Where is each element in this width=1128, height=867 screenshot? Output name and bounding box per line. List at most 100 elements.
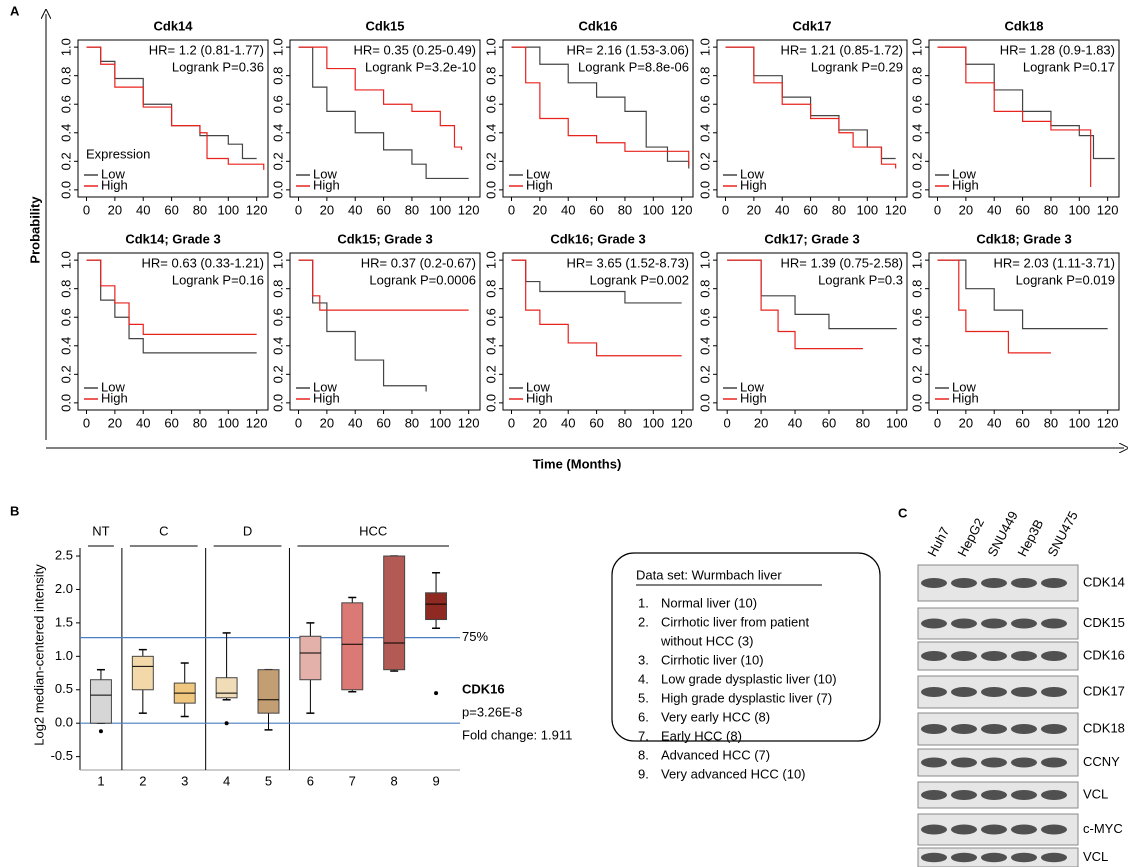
annotation: Logrank P=0.3 [818, 272, 903, 287]
y-tick-label: 0.4 [697, 124, 712, 142]
chart-title: Cdk15; Grade 3 [337, 231, 432, 246]
group-label: NT [92, 523, 109, 538]
y-tick-label: 0.4 [697, 337, 712, 355]
x-tick-label: 1 [97, 773, 104, 788]
blot-band [1011, 619, 1037, 629]
blot-band [981, 758, 1007, 768]
group-label: HCC [359, 523, 387, 538]
y-tick-label: 0.4 [483, 124, 498, 142]
x-tick-label: 6 [307, 773, 314, 788]
x-tick-label: 120 [671, 415, 693, 430]
x-tick-label: 80 [1044, 415, 1058, 430]
blot-band [951, 853, 977, 863]
annotation: HR= 3.65 (1.52-8.73) [567, 255, 689, 270]
y-tick-label: 0.6 [697, 95, 712, 113]
item-number: 3. [638, 652, 649, 667]
y-tick-label: 1.5 [55, 614, 73, 629]
y-tick-label: 0.6 [909, 95, 924, 113]
y-tick-label: 0.8 [483, 67, 498, 85]
y-tick-label: 1.0 [55, 648, 73, 663]
x-tick-label: 100 [642, 415, 664, 430]
blot-band [981, 853, 1007, 863]
x-tick-label: 120 [885, 202, 907, 217]
y-tick-label: 0.6 [270, 95, 285, 113]
x-tick-label: 100 [642, 202, 664, 217]
x-tick-label: 100 [217, 202, 239, 217]
blot-band [1011, 853, 1037, 863]
chart-title: Cdk14 [153, 18, 193, 33]
blot-band [921, 619, 947, 629]
y-tick-label: 1.0 [483, 38, 498, 56]
item-number: 8. [638, 747, 649, 762]
x-tick-label: 80 [1044, 202, 1058, 217]
item-text: Low grade dysplastic liver (10) [661, 671, 837, 686]
x-tick-label: 0 [83, 415, 90, 430]
x-tick-label: 60 [164, 415, 178, 430]
protein-label: VCL [1083, 849, 1108, 864]
blot-band [951, 651, 977, 661]
y-axis-label: Probability [27, 196, 42, 264]
x-tick-label: 120 [246, 202, 268, 217]
x-tick-label: 40 [348, 202, 362, 217]
blot-band [1011, 790, 1037, 800]
annotation: Logrank P=0.29 [811, 59, 903, 74]
y-tick-label: 0.8 [58, 67, 73, 85]
blot-band [1041, 758, 1067, 768]
blot-band [951, 825, 977, 835]
y-tick-label: 0.2 [909, 152, 924, 170]
x-tick-label: 3 [181, 773, 188, 788]
y-tick-label: 0.8 [697, 280, 712, 298]
box [258, 670, 279, 713]
legend-label: High [101, 177, 128, 192]
group-label: D [243, 523, 252, 538]
y-tick-label: 0.4 [909, 337, 924, 355]
chart-title: Cdk15 [365, 18, 404, 33]
y-tick-label: 1.0 [483, 251, 498, 269]
protein-label: CDK16 [1083, 647, 1125, 662]
y-tick-label: 1.0 [697, 38, 712, 56]
blot-band [951, 790, 977, 800]
y-tick-label: 1.0 [58, 251, 73, 269]
lane-label: Huh7 [924, 525, 952, 559]
x-tick-label: 120 [458, 202, 480, 217]
item-number: 4. [638, 671, 649, 686]
chart-title: Cdk17 [792, 18, 831, 33]
x-tick-label: 100 [217, 415, 239, 430]
box [384, 556, 405, 670]
x-tick-label: 60 [376, 202, 390, 217]
x-tick-label: 120 [458, 415, 480, 430]
x-tick-label: 100 [1068, 202, 1090, 217]
y-tick-label: 0.0 [270, 181, 285, 199]
x-tick-label: 80 [618, 202, 632, 217]
y-tick-label: 0.0 [697, 394, 712, 412]
y-tick-label: 0.8 [909, 67, 924, 85]
legend-label: High [526, 177, 553, 192]
y-tick-label: 0.2 [483, 152, 498, 170]
y-tick-label: 2.5 [55, 547, 73, 562]
x-tick-label: 80 [405, 202, 419, 217]
y-tick-label: 0.6 [697, 308, 712, 326]
item-text: High grade dysplastic liver (7) [661, 690, 832, 705]
annotation: HR= 2.16 (1.53-3.06) [567, 42, 689, 57]
blot-band [981, 724, 1007, 734]
x-tick-label: 60 [376, 415, 390, 430]
chart-title: Cdk17; Grade 3 [764, 231, 859, 246]
protein-label: CDK15 [1083, 615, 1125, 630]
x-tick-label: 20 [108, 415, 122, 430]
blot-band [1011, 651, 1037, 661]
legend-label: High [952, 390, 979, 405]
y-tick-label: 0.0 [58, 394, 73, 412]
outlier [225, 721, 229, 725]
x-tick-label: 40 [788, 415, 802, 430]
panel-label: C [898, 505, 908, 520]
group-label: C [159, 523, 168, 538]
y-tick-label: 1.0 [58, 38, 73, 56]
annotation: Logrank P=3.2e-10 [365, 59, 476, 74]
y-tick-label: 0.0 [697, 181, 712, 199]
annotation: CDK16 [462, 681, 505, 696]
annotation: p=3.26E-8 [462, 704, 522, 719]
x-tick-label: 100 [856, 202, 878, 217]
y-tick-label: 1.0 [270, 38, 285, 56]
box [342, 603, 363, 690]
item-number: 9. [638, 766, 649, 781]
